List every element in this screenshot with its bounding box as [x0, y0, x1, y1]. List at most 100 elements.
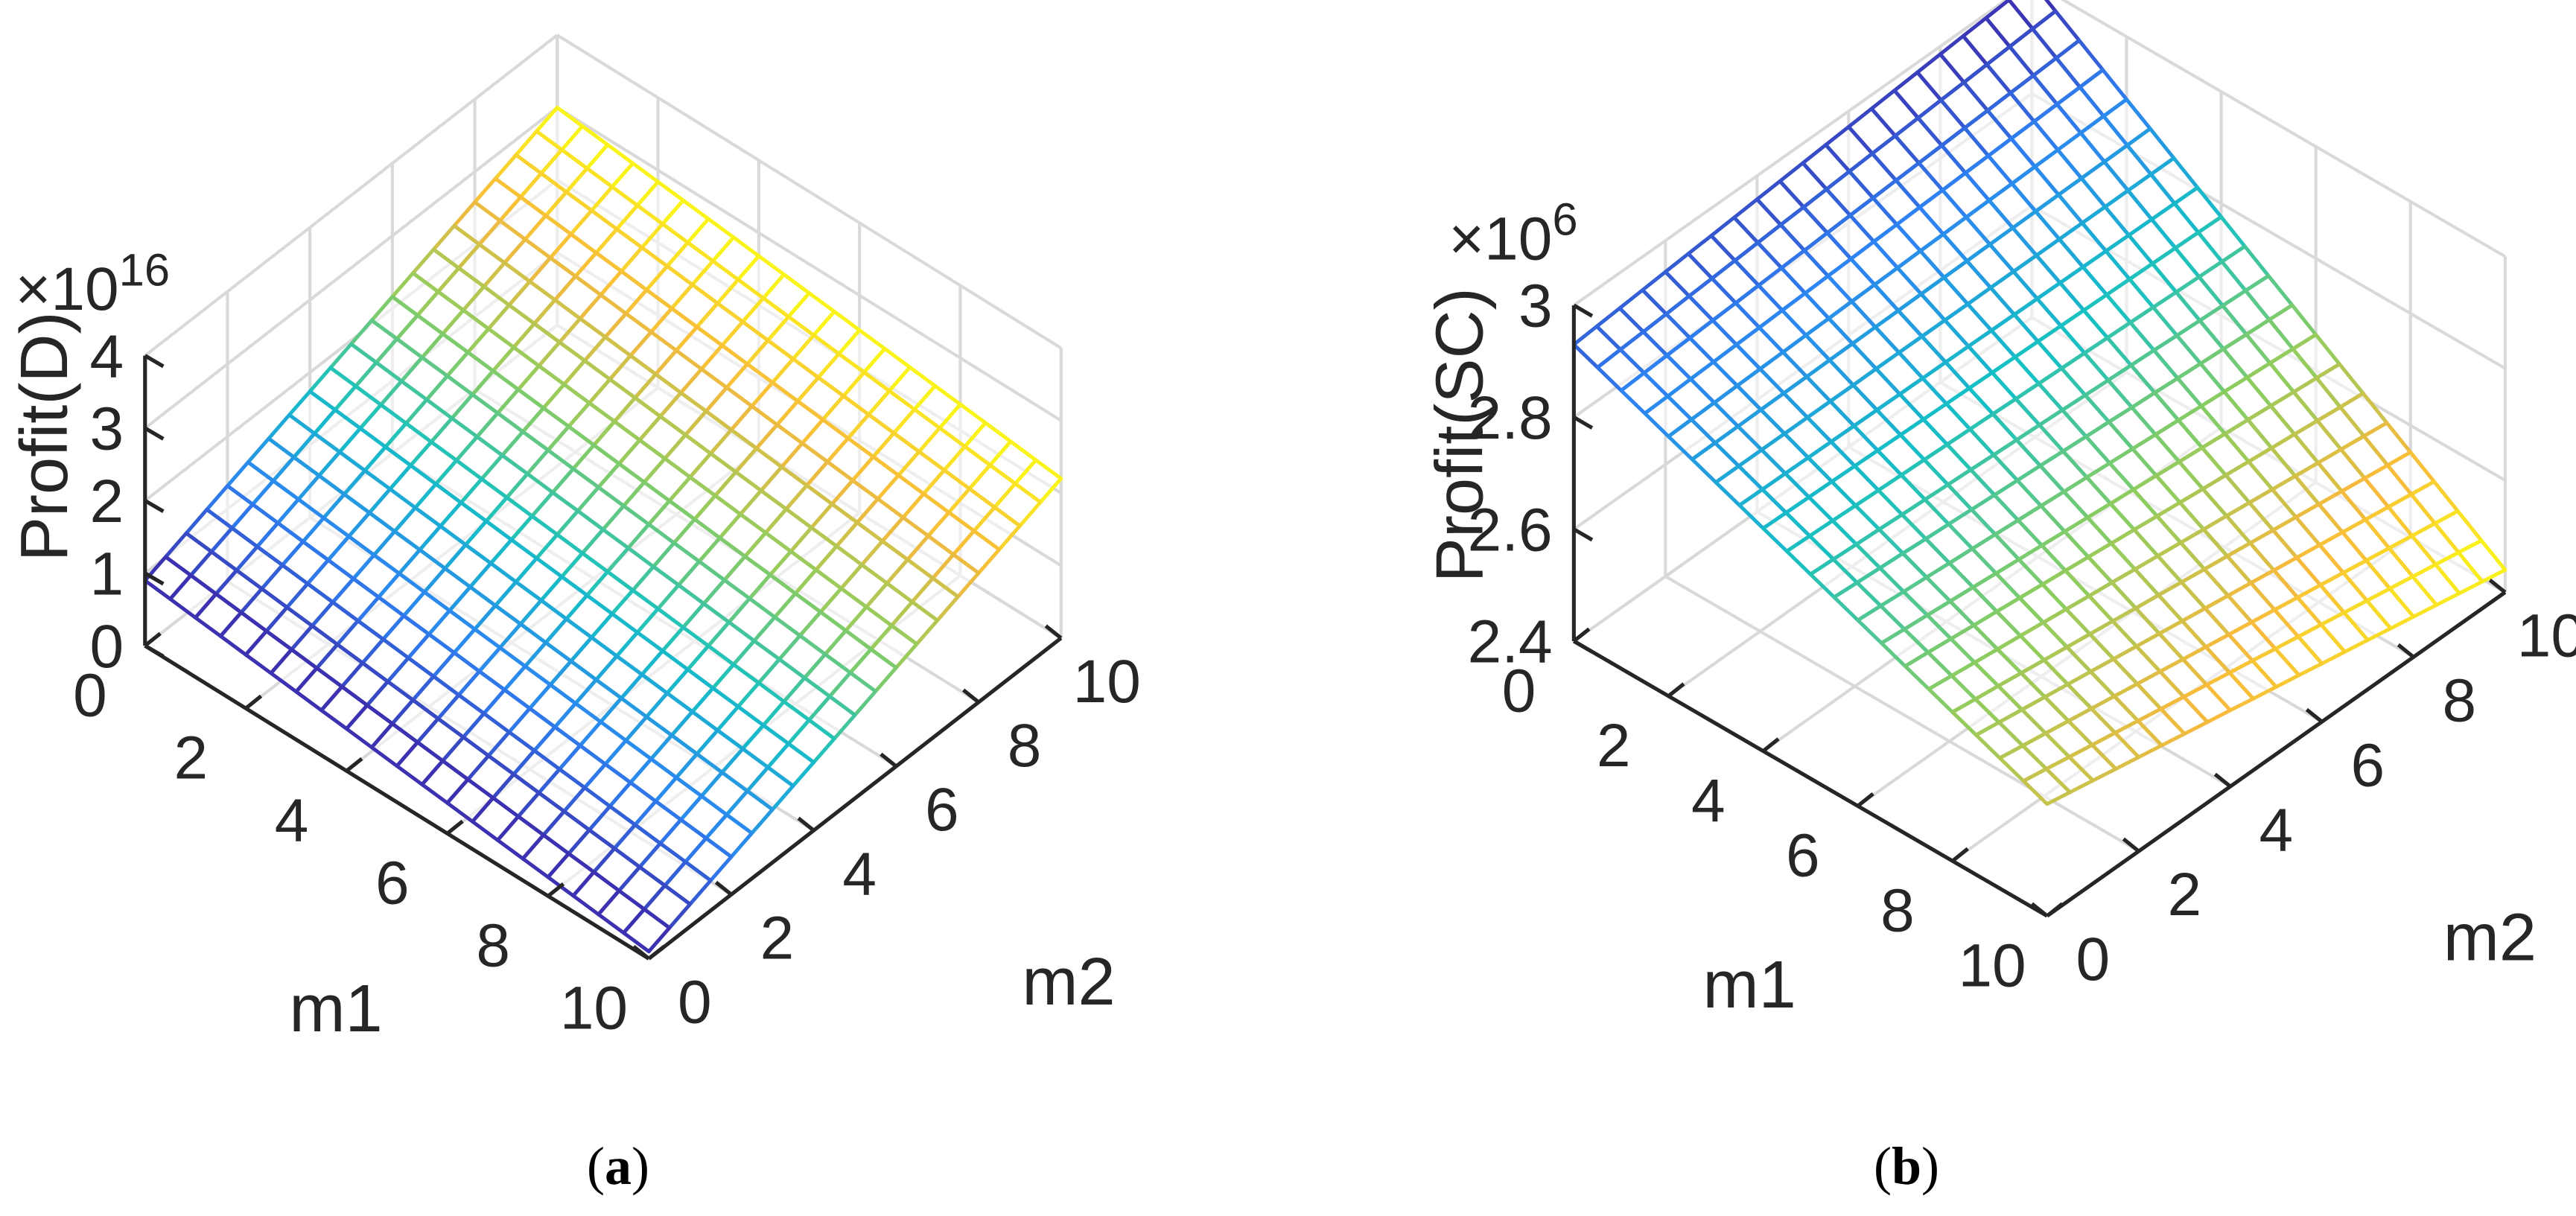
m1-tick-mark: [244, 694, 263, 710]
wall-gridline: [144, 34, 559, 357]
m1-tick-mark: [1761, 737, 1780, 753]
z-axis-label: Profit(SC): [1422, 287, 1497, 582]
m2-tick-mark: [2030, 902, 2049, 918]
m1-tick-label: 4: [275, 787, 309, 855]
m2-tick-label: 10: [2517, 602, 2576, 670]
z-tick-mark: [144, 571, 165, 586]
caption-close: ): [1921, 1136, 1939, 1196]
m2-tick-label: 8: [1008, 712, 1042, 780]
m1-tick-mark: [1857, 792, 1874, 808]
m1-tick-label: 4: [1691, 767, 1726, 835]
caption-letter: a: [605, 1136, 632, 1196]
m1-tick-mark: [1572, 627, 1591, 643]
m1-tick-label: 10: [1958, 932, 2026, 999]
m1-tick-label: 6: [1786, 822, 1820, 890]
m2-tick-mark: [2397, 643, 2415, 659]
m2-tick-label: 10: [1073, 648, 1141, 716]
surface-cell: [2021, 767, 2073, 806]
z-multiplier-base: ×10: [1448, 206, 1552, 273]
m1-axis-label: m1: [1702, 947, 1796, 1022]
m2-axis-line: [647, 636, 1063, 961]
chart-panel-b: 024681002468102.42.62.83m1m2Profit(SC)×1…: [1288, 0, 2576, 1216]
wall-gridline: [1573, 0, 2009, 307]
wall-gridline: [556, 106, 1062, 422]
m1-axis-label: m1: [289, 971, 382, 1046]
m1-tick-mark: [2046, 902, 2064, 918]
m1-tick-mark: [647, 944, 666, 961]
m1-tick-label: 8: [476, 912, 510, 980]
m2-tick-mark: [2488, 578, 2507, 594]
wall-gridline: [2060, 0, 2506, 258]
m1-axis-line: [1573, 639, 2049, 918]
plot-area: 024681002468102.42.62.83m1m2Profit(SC)×1…: [1422, 0, 2576, 1022]
axes: 024681002468102.42.62.83m1m2Profit(SC)×1…: [1422, 194, 2576, 1022]
m2-tick-label: 6: [2351, 731, 2385, 799]
m2-tick-mark: [1044, 624, 1063, 640]
z-tick-mark: [1573, 416, 1594, 430]
caption-open: (: [1874, 1136, 1892, 1196]
m1-tick-mark: [1951, 847, 1969, 863]
z-axis-label: Profit(D): [7, 311, 82, 561]
z-tick-mark: [1573, 639, 1594, 654]
m1-tick-mark: [547, 882, 565, 898]
z-multiplier-exponent: 6: [1552, 194, 1577, 246]
m1-tick-label: 8: [1880, 877, 1915, 945]
m2-axis-line: [2046, 591, 2507, 918]
m2-tick-label: 8: [2443, 666, 2477, 734]
m2-axis-label: m2: [1022, 944, 1115, 1019]
z-tick-label: 4: [89, 322, 124, 390]
m1-axis-line: [144, 643, 650, 961]
surface-mesh: [1571, 0, 2507, 806]
m2-tick-label: 4: [842, 840, 877, 908]
z-multiplier: ×106: [1448, 194, 1577, 273]
m2-tick-mark: [961, 688, 980, 704]
m2-tick-mark: [797, 816, 815, 833]
m2-tick-label: 2: [2168, 861, 2202, 929]
m2-tick-label: 0: [2076, 926, 2111, 993]
m1-tick-mark: [1667, 682, 1685, 698]
z-multiplier-base: ×10: [16, 255, 119, 323]
m1-tick-label: 2: [174, 725, 208, 792]
m1-tick-label: 0: [1502, 657, 1536, 725]
z-tick-mark: [144, 426, 165, 441]
chart-panel-a: 0 2 4 6 8 10 0 2 4 6 8 10 0 1 2 3 4 m1 m2 Profit(D) ×1016 (a): [7, 34, 1141, 1196]
z-tick-mark: [144, 354, 165, 369]
panel-caption: (a): [587, 1136, 649, 1196]
m2-tick-label: 0: [678, 969, 712, 1037]
z-tick-label: 3: [1518, 273, 1553, 340]
caption-open: (: [587, 1136, 605, 1196]
z-tick-label: 2.4: [1468, 608, 1553, 676]
z-tick-label: 3: [89, 395, 124, 463]
m1-tick-mark: [446, 819, 464, 835]
m1-tick-mark: [345, 757, 363, 773]
m2-tick-mark: [880, 752, 897, 768]
z-tick-label: 2: [89, 468, 124, 535]
m1-tick-label: 2: [1597, 712, 1631, 780]
z-multiplier: ×1016: [16, 244, 171, 323]
m2-tick-label: 6: [925, 776, 959, 844]
m2-tick-mark: [2305, 707, 2324, 724]
z-tick-mark: [1573, 303, 1594, 318]
surface-mesh: [143, 106, 1063, 954]
surface-cell: [621, 907, 672, 954]
m2-tick-mark: [714, 880, 733, 897]
z-tick-mark: [1573, 527, 1594, 542]
surface-chart-b: 024681002468102.42.62.83m1m2Profit(SC)×1…: [1422, 0, 2576, 1196]
panel-caption: (b): [1874, 1136, 1939, 1196]
z-tick-label: 0: [89, 613, 124, 681]
m2-tick-mark: [632, 944, 650, 961]
wall-gridline: [144, 106, 559, 430]
m1-tick-mark: [144, 631, 162, 648]
caption-close: ): [632, 1136, 649, 1196]
z-tick-label: 2.6: [1468, 496, 1553, 564]
m2-tick-mark: [2122, 837, 2140, 853]
wall-gridline: [556, 34, 1062, 350]
m1-tick-label: 0: [73, 661, 107, 729]
m1-tick-label: 6: [375, 850, 410, 917]
z-tick-mark: [144, 643, 165, 658]
m2-tick-label: 2: [760, 904, 795, 972]
z-multiplier-exponent: 16: [119, 244, 170, 296]
m2-tick-label: 4: [2259, 796, 2294, 864]
